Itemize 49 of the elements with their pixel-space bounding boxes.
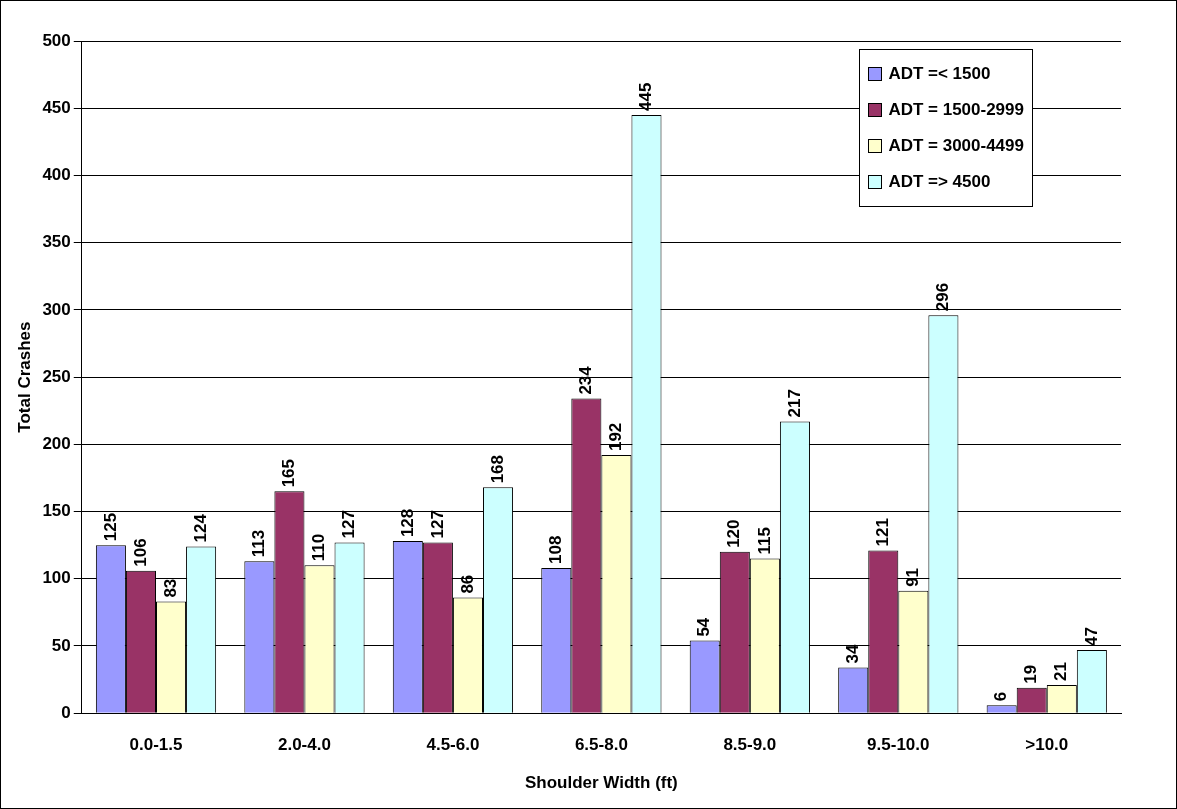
data-label: 127 — [427, 510, 447, 539]
x-tick-label: 0.0-1.5 — [129, 735, 183, 755]
data-label: 125 — [100, 512, 120, 542]
data-label: 19 — [1021, 664, 1041, 684]
legend-label: ADT = 1500-2999 — [887, 99, 1024, 121]
x-tick-label: 8.5-9.0 — [723, 735, 777, 755]
y-tick-label: 500 — [42, 30, 71, 50]
data-label: 296 — [933, 282, 953, 312]
x-axis-title: Shoulder Width (ft) — [524, 773, 678, 793]
legend-label: ADT =< 1500 — [887, 63, 992, 85]
data-label: 110 — [309, 533, 329, 562]
legend-label: ADT = 3000-4499 — [887, 135, 1024, 157]
y-tick-label: 350 — [42, 232, 71, 252]
x-tick-label: 9.5-10.0 — [867, 735, 930, 755]
y-tick-label: 100 — [42, 568, 71, 588]
data-label: 124 — [190, 513, 210, 543]
data-label: 127 — [339, 510, 359, 539]
y-tick-label: 200 — [42, 434, 71, 454]
y-tick-label: 400 — [42, 165, 71, 185]
y-tick-label: 0 — [61, 702, 71, 722]
x-tick-label: >10.0 — [1025, 735, 1069, 755]
y-axis-title: Total Crashes — [14, 321, 34, 433]
x-tick-label: 2.0-4.0 — [277, 735, 331, 755]
y-tick-label: 450 — [42, 97, 71, 117]
data-label: 115 — [754, 527, 774, 555]
data-label: 445 — [636, 82, 656, 111]
data-label: 192 — [606, 422, 626, 452]
data-label: 168 — [487, 454, 507, 484]
data-label: 217 — [784, 389, 804, 418]
data-label: 83 — [160, 578, 180, 598]
data-label: 108 — [545, 535, 565, 564]
x-tick-label: 6.5-8.0 — [574, 735, 628, 755]
y-tick-label: 50 — [51, 635, 71, 655]
y-tick-label: 250 — [42, 366, 71, 386]
data-label: 121 — [872, 518, 892, 547]
data-label: 120 — [724, 519, 744, 548]
y-tick-label: 150 — [42, 501, 71, 521]
y-tick-label: 300 — [42, 299, 71, 319]
data-label: 54 — [694, 617, 714, 637]
x-tick-label: 4.5-6.0 — [426, 735, 480, 755]
data-label: 6 — [991, 691, 1011, 702]
data-label: 21 — [1051, 662, 1071, 681]
data-label: 86 — [457, 574, 477, 594]
data-label: 113 — [249, 529, 269, 558]
data-label: 34 — [842, 644, 862, 664]
data-label: 106 — [130, 538, 150, 567]
data-label: 47 — [1081, 627, 1101, 647]
legend-label: ADT => 4500 — [887, 171, 992, 193]
data-label: 165 — [279, 459, 299, 488]
